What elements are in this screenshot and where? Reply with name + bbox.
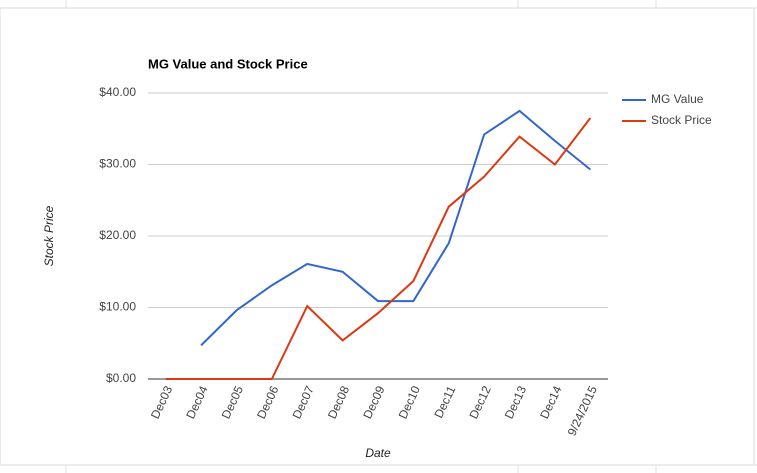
y-tick-label: $40.00 (99, 85, 136, 99)
y-axis-label: Stock Price (42, 205, 56, 266)
y-tick-label: $10.00 (99, 300, 136, 314)
legend-label: Stock Price (651, 113, 712, 127)
series-line (200, 109, 591, 347)
x-axis-label: Date (365, 446, 391, 460)
y-tick-label: $0.00 (106, 371, 136, 385)
y-tick-label: $20.00 (99, 228, 136, 242)
legend-label: MG Value (651, 92, 704, 106)
y-tick-label: $30.00 (99, 157, 136, 171)
series-line (165, 117, 592, 380)
chart-title: MG Value and Stock Price (148, 56, 308, 71)
